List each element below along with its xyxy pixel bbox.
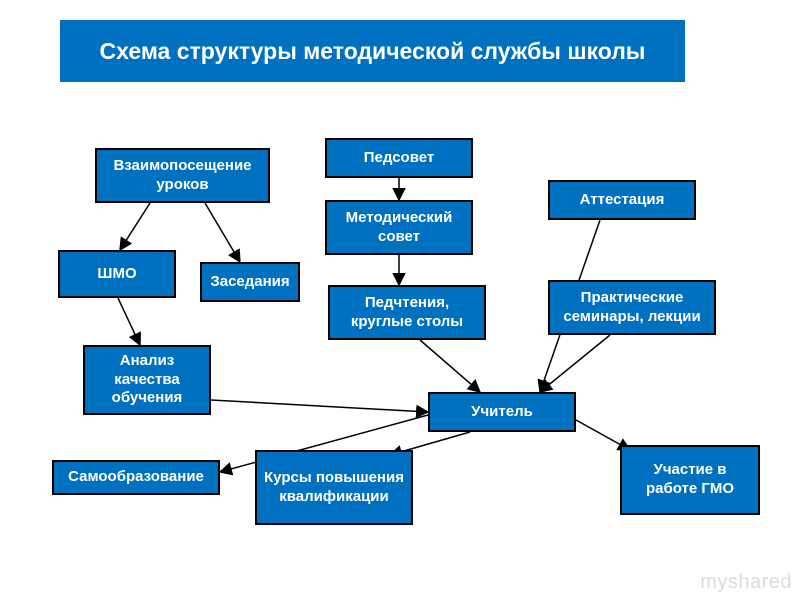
watermark: myshared — [700, 571, 792, 594]
edge-pedchten-uchitel — [420, 340, 480, 392]
node-zased: Заседания — [200, 262, 300, 302]
node-uchitel: Учитель — [428, 392, 576, 432]
node-pedsovet: Педсовет — [325, 138, 473, 178]
edge-prakt-uchitel — [540, 335, 610, 392]
node-vzaimo: Взаимопосещение уроков — [95, 148, 270, 203]
diagram-title: Схема структуры методической службы школ… — [60, 20, 685, 82]
node-uchastie: Участие в работе ГМО — [620, 445, 760, 515]
edge-shmo-analiz — [118, 298, 140, 345]
node-samoobr: Самообразование — [52, 460, 220, 495]
node-kursy: Курсы повышения квалификации — [255, 450, 413, 525]
node-pedchten: Педчтения, круглые столы — [328, 285, 486, 340]
edge-vzaimo-zased — [205, 203, 240, 262]
node-metsovet: Методический совет — [325, 200, 473, 255]
edge-analiz-uchitel — [211, 400, 428, 412]
node-shmo: ШМО — [58, 250, 176, 298]
node-prakt: Практические семинары, лекции — [548, 280, 716, 335]
node-attest: Аттестация — [548, 180, 696, 220]
node-analiz: Анализ качества обучения — [83, 345, 211, 415]
edge-vzaimo-shmo — [120, 203, 150, 250]
